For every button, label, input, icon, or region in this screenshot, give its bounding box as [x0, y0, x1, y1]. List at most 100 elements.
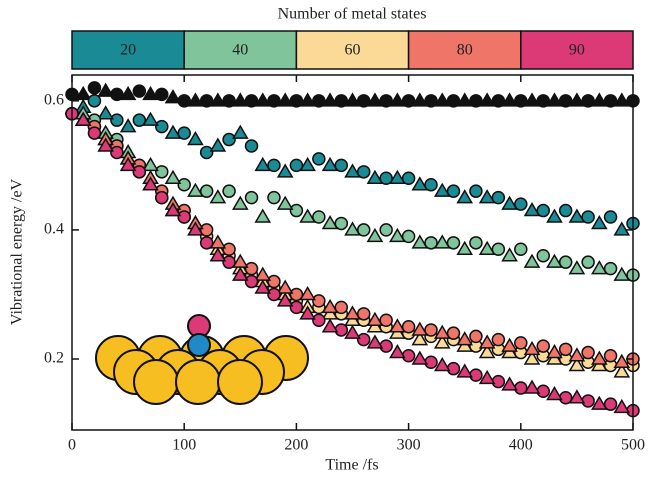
data-point [244, 139, 259, 153]
data-point [97, 105, 114, 120]
data-point [523, 379, 541, 394]
data-point [478, 92, 496, 107]
data-point [389, 169, 406, 185]
data-point [276, 292, 294, 307]
data-point [478, 344, 496, 359]
colorbar-swatch [183, 30, 298, 70]
data-point [209, 92, 227, 107]
data-point [613, 221, 631, 236]
data-point [379, 339, 393, 353]
data-point [254, 156, 272, 172]
data-point [254, 279, 272, 294]
data-point [142, 111, 159, 126]
data-point [424, 236, 438, 250]
data-point [222, 184, 236, 198]
data-point [119, 85, 137, 101]
data-point [379, 171, 393, 186]
data-point [501, 376, 518, 391]
data-point [231, 266, 249, 281]
data-point [334, 323, 349, 337]
data-point [469, 184, 483, 198]
data-point [187, 182, 204, 197]
data-point [568, 92, 586, 107]
data-point [446, 184, 461, 198]
data-point [276, 163, 294, 178]
data-point [469, 236, 483, 250]
data-point [591, 395, 608, 410]
data-point [276, 195, 294, 210]
data-point [456, 92, 474, 107]
data-point [523, 350, 541, 365]
data-point [523, 340, 541, 356]
data-point [155, 119, 169, 134]
data-point [591, 92, 608, 107]
data-point [289, 94, 304, 108]
data-point [222, 94, 236, 108]
data-point [514, 197, 528, 211]
data-point [603, 349, 618, 363]
data-point [344, 221, 361, 236]
data-point [132, 165, 147, 179]
data-point [222, 242, 236, 257]
data-point [199, 94, 214, 108]
data-point [334, 216, 349, 231]
data-point [491, 94, 506, 108]
colorbar-swatch [295, 30, 410, 70]
data-point [411, 92, 429, 107]
data-point [276, 92, 294, 107]
data-point [446, 326, 461, 340]
data-point [334, 300, 349, 315]
x-tick-label: 200 [284, 437, 308, 454]
data-point [155, 87, 169, 102]
data-point [244, 274, 259, 289]
data-point [267, 287, 281, 302]
data-point [501, 195, 518, 210]
data-point [568, 208, 586, 223]
data-point [209, 137, 227, 152]
data-point [356, 165, 371, 179]
data-point [456, 189, 474, 204]
data-point [209, 247, 227, 262]
data-point [546, 208, 563, 223]
data-point [334, 94, 349, 108]
data-point [613, 363, 631, 378]
data-point [433, 356, 451, 372]
data-point [613, 92, 631, 107]
data-point [591, 260, 608, 275]
data-point [446, 361, 461, 376]
x-tick-label: 0 [68, 437, 76, 454]
y-axis-label: Vibrational energy /eV [9, 178, 26, 325]
data-point [334, 158, 349, 173]
data-point [469, 368, 483, 382]
data-point [299, 92, 316, 107]
data-point [356, 223, 371, 237]
data-point [456, 363, 474, 378]
data-point [501, 247, 518, 262]
data-point [312, 210, 326, 224]
data-point [254, 92, 272, 107]
data-point [603, 94, 618, 108]
data-point [321, 92, 339, 107]
data-point [514, 336, 528, 350]
data-point [74, 111, 92, 126]
data-point [142, 85, 159, 101]
data-point [289, 203, 304, 218]
colorbar-swatch [71, 30, 185, 70]
data-point [187, 221, 204, 236]
data-point [478, 240, 496, 256]
data-point [312, 94, 326, 108]
data-point [469, 94, 483, 108]
data-point [312, 152, 326, 166]
data-point [581, 255, 595, 269]
colorbar-label: 60 [345, 42, 361, 59]
data-point [155, 190, 169, 205]
data-point [613, 266, 631, 281]
data-point [199, 145, 214, 160]
colorbar-label: 90 [569, 42, 585, 59]
data-point [401, 94, 416, 108]
data-point [379, 313, 393, 328]
data-point [321, 214, 339, 230]
data-point [222, 132, 236, 147]
data-point [568, 260, 586, 275]
data-point [603, 261, 618, 276]
